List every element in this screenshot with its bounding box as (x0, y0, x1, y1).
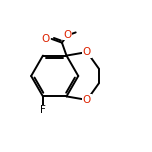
Text: O: O (41, 34, 50, 44)
Text: F: F (40, 105, 46, 115)
Text: O: O (64, 30, 72, 40)
Text: O: O (83, 95, 91, 105)
Text: O: O (83, 47, 91, 57)
